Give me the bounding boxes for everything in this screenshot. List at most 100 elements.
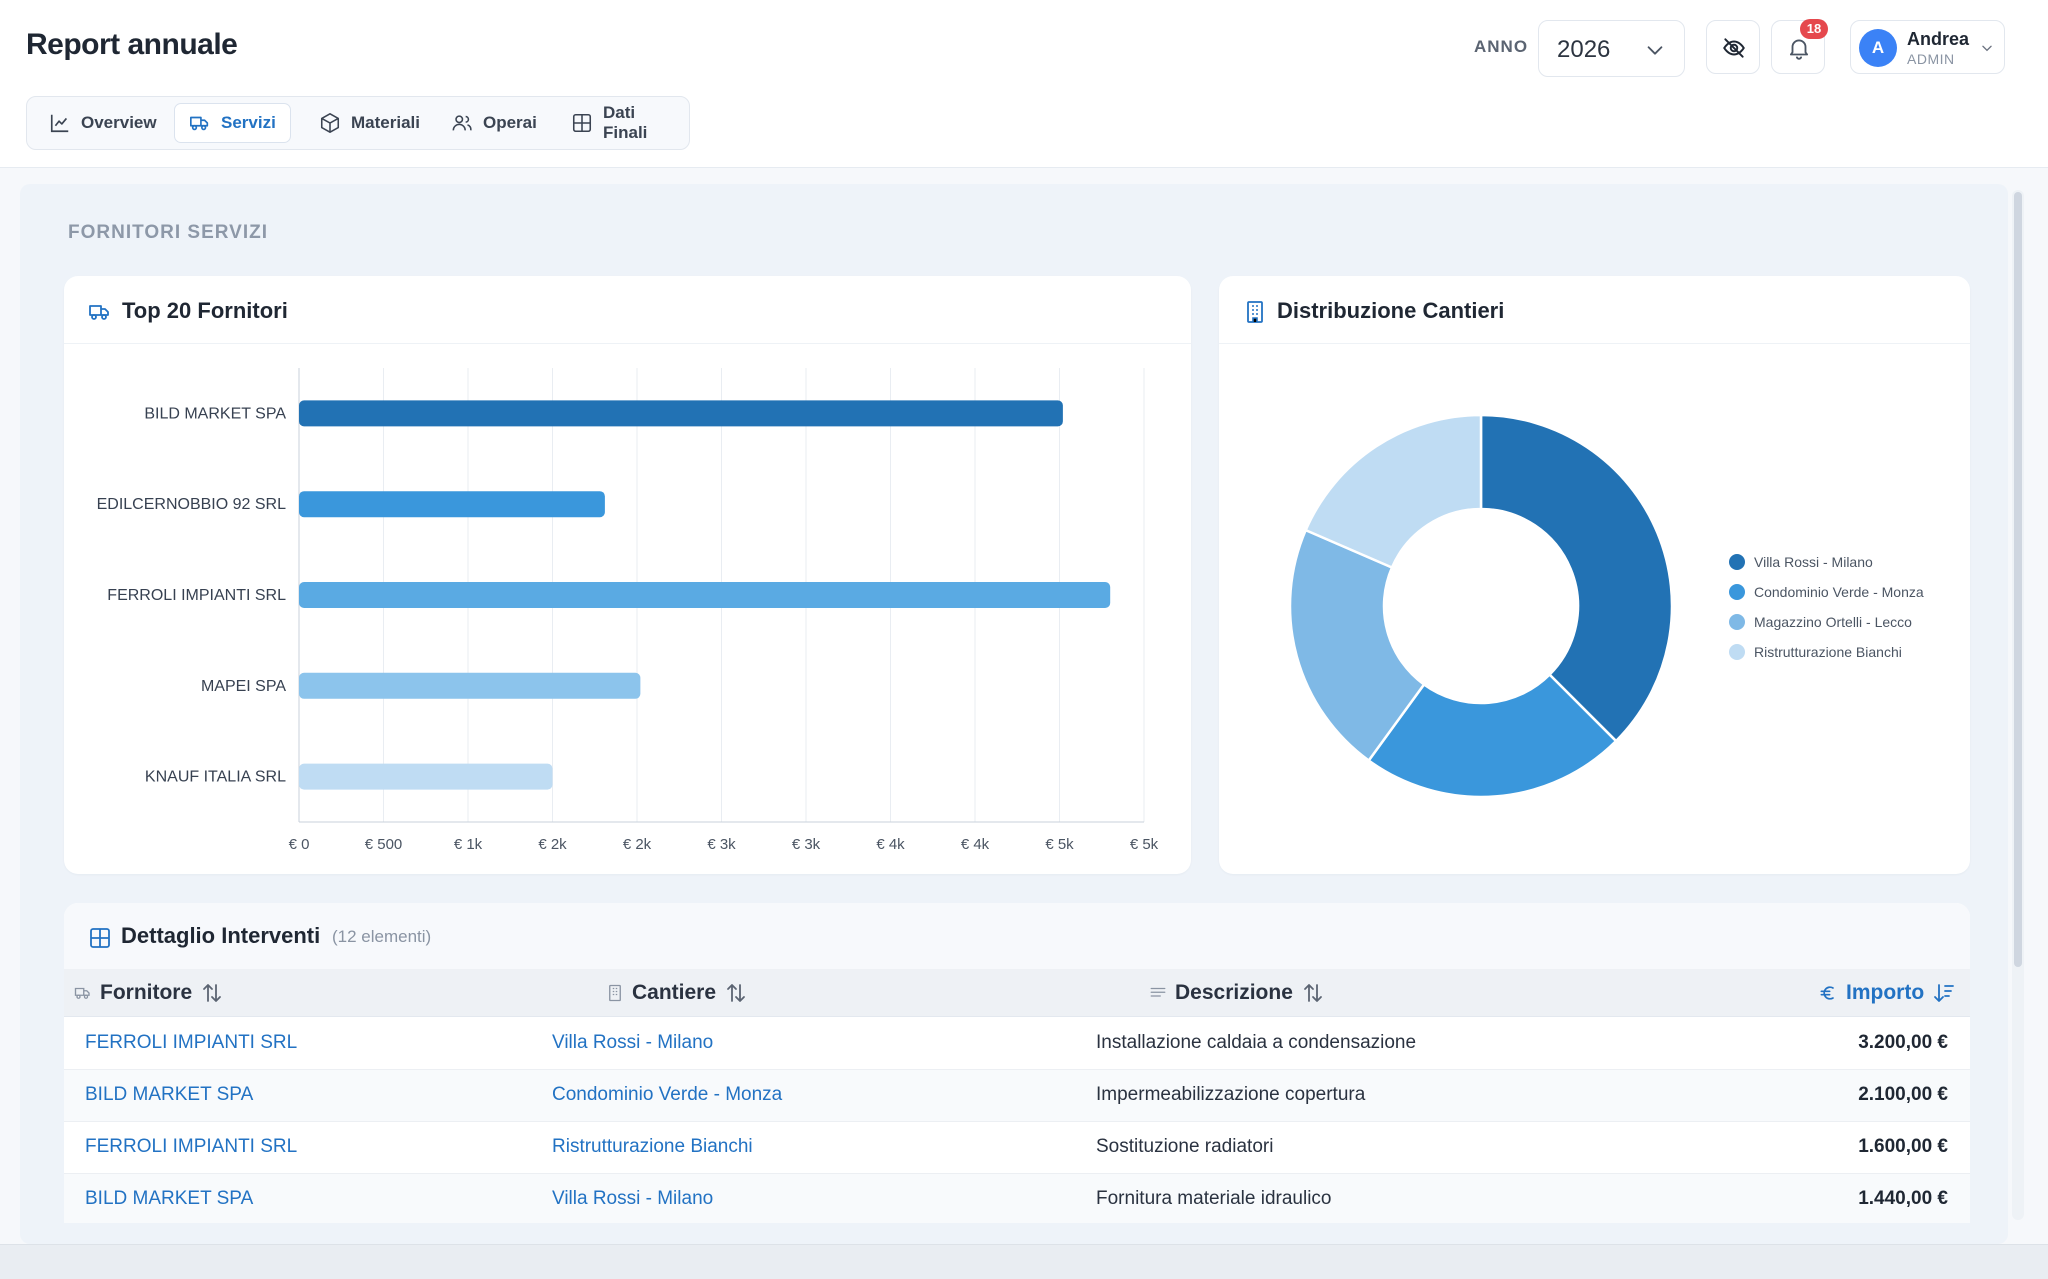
card-header xyxy=(1219,276,1970,344)
legend-label: Condominio Verde - Monza xyxy=(1754,584,1924,600)
cell-description: Impermeabilizzazione copertura xyxy=(1096,1084,1366,1105)
truck-icon xyxy=(190,116,209,131)
x-tick-label: € 5k xyxy=(1045,836,1074,853)
x-tick-label: € 3k xyxy=(792,836,821,853)
tab-dati-finali[interactable]: Dati Finali xyxy=(557,103,689,143)
sort-icon xyxy=(727,984,745,1002)
bell-icon xyxy=(1789,39,1809,60)
eye-off-icon xyxy=(1723,38,1745,58)
cell-description: Installazione caldaia a condensazione xyxy=(1096,1032,1417,1053)
column-header-amount[interactable]: Importo xyxy=(1818,981,1956,1005)
cell-site[interactable]: Condominio Verde - Monza xyxy=(552,1084,783,1105)
section-title: FORNITORI SERVIZI xyxy=(68,222,268,243)
tab-servizi[interactable]: Servizi xyxy=(174,103,291,143)
y-tick-label: MAPEI SPA xyxy=(201,678,286,695)
cell-description: Fornitura materiale idraulico xyxy=(1096,1188,1332,1209)
chevron-down-icon xyxy=(1982,45,1992,52)
scrollbar-thumb[interactable] xyxy=(2014,192,2022,967)
x-tick-label: € 4k xyxy=(876,836,905,853)
notifications-button[interactable] xyxy=(1771,20,1825,74)
chevron-down-icon xyxy=(1647,46,1663,55)
column-header-supplier[interactable]: Fornitore xyxy=(74,981,224,1005)
table-row[interactable]: FERROLI IMPIANTI SRL Ristrutturazione Bi… xyxy=(64,1122,1970,1174)
column-header-site[interactable]: Cantiere xyxy=(606,981,748,1005)
users-icon xyxy=(452,115,472,131)
bar xyxy=(299,400,1063,427)
donut-slice xyxy=(1304,413,1483,570)
building-icon xyxy=(1247,301,1263,323)
table-row[interactable]: FERROLI IMPIANTI SRL Villa Rossi - Milan… xyxy=(64,1018,1970,1070)
tab-label: Materiali xyxy=(351,113,420,132)
table-count: (12 elementi) xyxy=(332,927,432,946)
cell-site[interactable]: Ristrutturazione Bianchi xyxy=(552,1136,753,1157)
column-label: Fornitore xyxy=(100,981,193,1004)
x-tick-label: € 1k xyxy=(454,836,483,853)
table-row[interactable]: BILD MARKET SPA Condominio Verde - Monza… xyxy=(64,1070,1970,1122)
trend-chart-icon xyxy=(50,114,69,133)
y-tick-label: FERROLI IMPIANTI SRL xyxy=(107,587,286,604)
table-row[interactable]: BILD MARKET SPA Villa Rossi - Milano For… xyxy=(64,1174,1970,1223)
table-icon xyxy=(90,928,110,948)
x-tick-label: € 3k xyxy=(707,836,736,853)
bar xyxy=(299,491,605,518)
cell-site[interactable]: Villa Rossi - Milano xyxy=(552,1032,714,1053)
table-icon xyxy=(572,113,592,133)
donut-chart-title: Distribuzione Cantieri xyxy=(1277,298,1505,323)
tab-operai[interactable]: Operai xyxy=(437,103,551,143)
sort-icon xyxy=(203,984,222,1002)
tab-materiali[interactable]: Materiali xyxy=(305,103,434,143)
table-card-header: Dettaglio Interventi (12 elementi) xyxy=(64,903,1970,969)
cell-amount: 1.600,00 € xyxy=(1858,1136,1948,1157)
text-lines-icon xyxy=(1150,987,1166,997)
x-tick-label: € 2k xyxy=(623,836,652,853)
donut-chart-card: Distribuzione Cantieri Villa Rossi - Mil… xyxy=(1219,276,1970,874)
donut-slice xyxy=(1366,672,1618,799)
user-menu[interactable]: A Andrea ADMIN xyxy=(1850,20,2005,74)
sort-descending-icon xyxy=(1934,984,1955,1002)
tab-label: Dati Finali xyxy=(603,103,648,142)
cell-site[interactable]: Villa Rossi - Milano xyxy=(552,1188,714,1209)
cell-amount: 2.100,00 € xyxy=(1858,1084,1948,1105)
bottom-bar xyxy=(0,1244,2048,1279)
column-header-description[interactable]: Descrizione xyxy=(1149,981,1325,1005)
cell-supplier[interactable]: BILD MARKET SPA xyxy=(85,1084,254,1105)
x-tick-label: € 0 xyxy=(289,836,310,853)
table-column-headers: Fornitore Cantiere Descrizione Importo xyxy=(64,969,1970,1017)
user-name: Andrea xyxy=(1907,29,1970,49)
card-header xyxy=(64,276,1191,344)
cell-description: Sostituzione radiatori xyxy=(1096,1136,1274,1157)
y-tick-label: EDILCERNOBBIO 92 SRL xyxy=(97,496,287,513)
cell-supplier[interactable]: BILD MARKET SPA xyxy=(85,1188,254,1209)
top-header: Report annuale ANNO 2026 18 A Andrea ADM… xyxy=(0,0,2048,168)
x-tick-label: € 2k xyxy=(538,836,567,853)
tab-overview[interactable]: Overview xyxy=(35,103,171,143)
legend-swatch xyxy=(1729,614,1745,630)
bar-chart-card: Top 20 Fornitori € 0 € 500 € 1k € 2k € 2k € 3… xyxy=(64,276,1191,874)
bar-chart-title: Top 20 Fornitori xyxy=(122,298,288,323)
legend-swatch xyxy=(1729,554,1745,570)
building-icon xyxy=(609,984,621,1002)
avatar: A xyxy=(1859,29,1897,67)
hide-values-button[interactable] xyxy=(1706,20,1760,74)
table-title: Dettaglio Interventi xyxy=(121,923,321,948)
cell-supplier[interactable]: FERROLI IMPIANTI SRL xyxy=(85,1032,298,1053)
tab-label: Overview xyxy=(81,113,157,132)
tab-bar: Overview Servizi Materiali Operai Dati F… xyxy=(26,96,690,150)
box-icon xyxy=(320,113,340,133)
column-label: Cantiere xyxy=(632,981,717,1004)
column-label: Importo xyxy=(1846,981,1925,1004)
bar xyxy=(299,763,553,790)
cell-amount: 3.200,00 € xyxy=(1858,1032,1948,1053)
year-label: ANNO xyxy=(1474,37,1529,56)
year-select[interactable]: 2026 xyxy=(1538,20,1685,77)
truck-icon xyxy=(89,305,109,320)
x-tick-label: € 4k xyxy=(961,836,990,853)
sort-icon xyxy=(1303,984,1322,1002)
euro-icon xyxy=(1820,986,1834,1000)
interventions-table-card: Dettaglio Interventi (12 elementi) Forni… xyxy=(64,903,1970,1223)
legend-label: Ristrutturazione Bianchi xyxy=(1754,644,1902,660)
cell-supplier[interactable]: FERROLI IMPIANTI SRL xyxy=(85,1136,298,1157)
legend-swatch xyxy=(1729,584,1745,600)
y-tick-label: KNAUF ITALIA SRL xyxy=(145,769,286,786)
bar xyxy=(299,582,1111,608)
